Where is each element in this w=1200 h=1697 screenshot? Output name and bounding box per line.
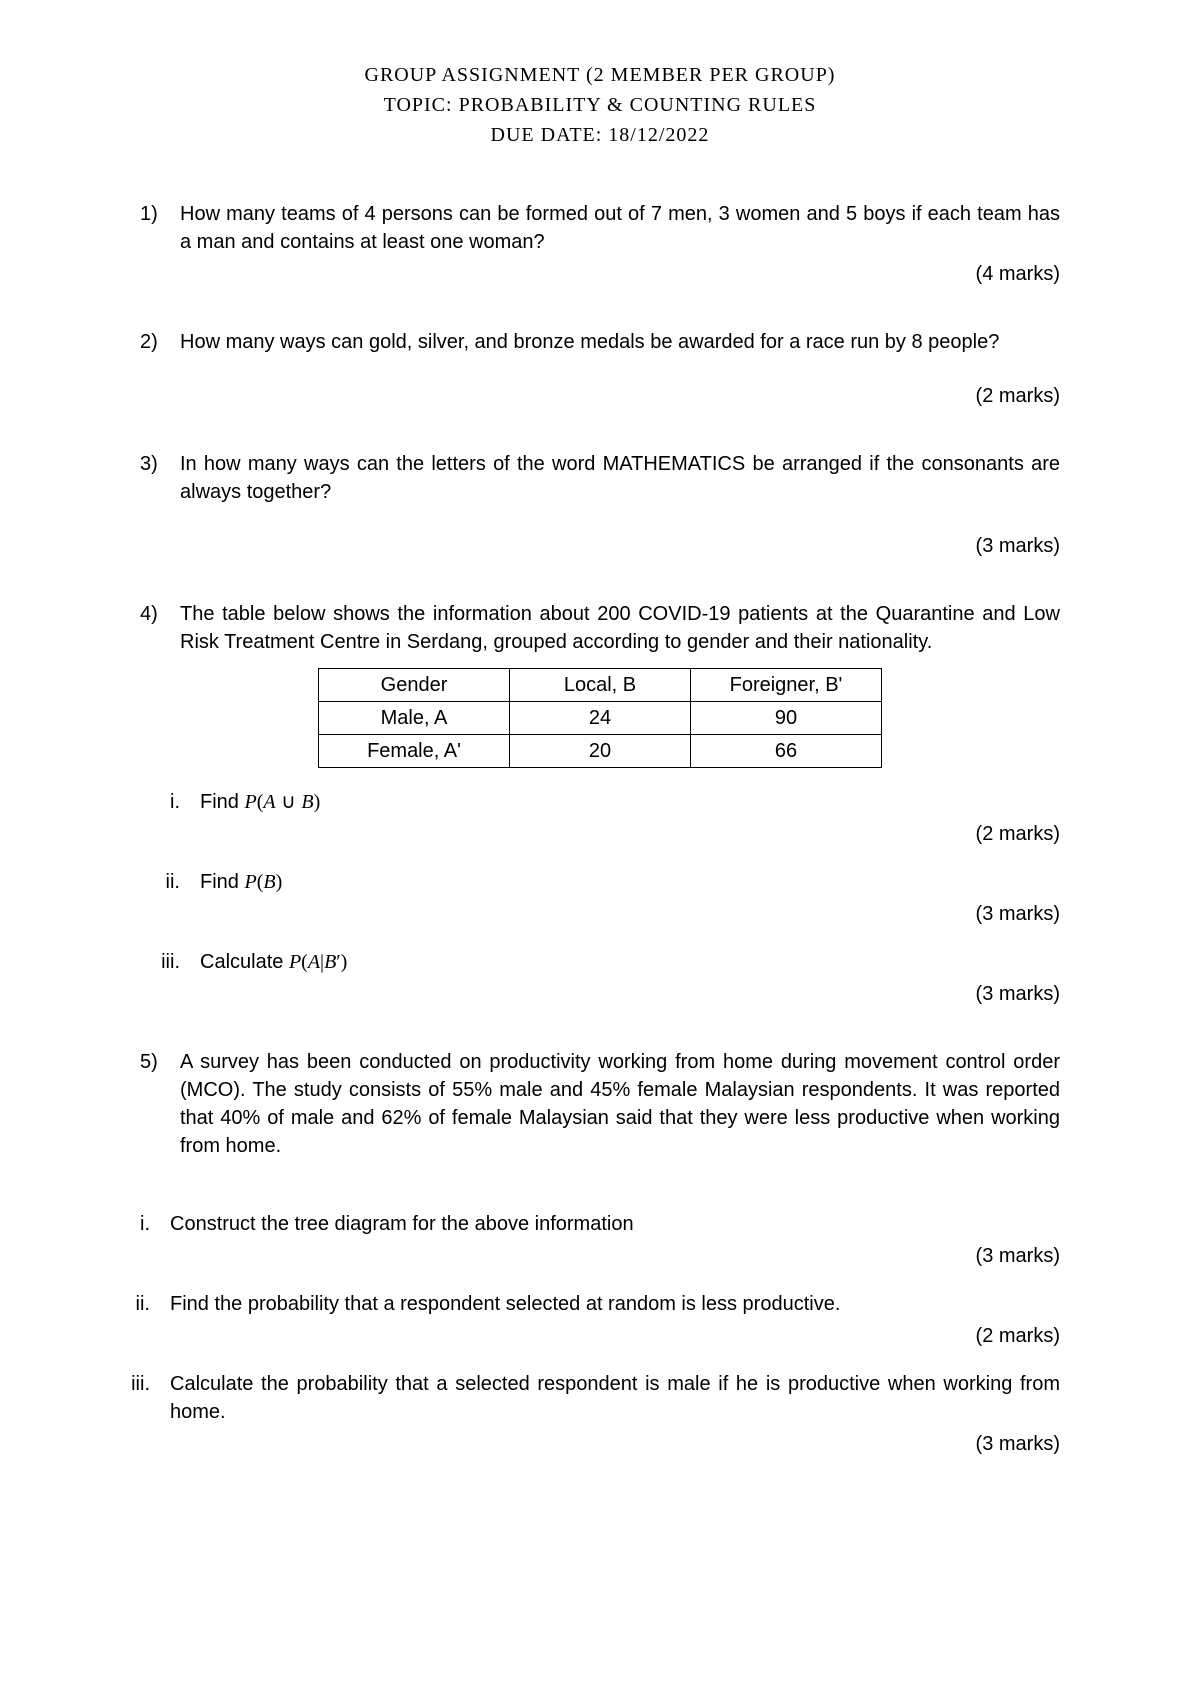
q5-i-num: i. [110,1210,170,1238]
q2-text: How many ways can gold, silver, and bron… [180,328,1060,356]
q5-ii-num: ii. [110,1290,170,1318]
q5-sub-i: i. Construct the tree diagram for the ab… [110,1210,1060,1238]
question-1: 1) How many teams of 4 persons can be fo… [140,200,1060,288]
q4-text: The table below shows the information ab… [180,600,1060,656]
q4-ii-body: Find P(B) [200,868,1060,896]
q4-sub-iii: iii. Calculate P(A|B′) [140,948,1060,976]
q4-r1c3: 90 [691,702,882,735]
q4-r1c2: 24 [510,702,691,735]
q1-text: How many teams of 4 persons can be forme… [180,200,1060,256]
q4-i-num: i. [140,788,200,816]
q3-number: 3) [140,450,180,478]
q4-sub-ii: ii. Find P(B) [140,868,1060,896]
q4-i-marks: (2 marks) [140,820,1060,848]
q4-th-gender: Gender [319,669,510,702]
q5-iii-marks: (3 marks) [140,1430,1060,1458]
q2-marks: (2 marks) [140,382,1060,410]
q4-r2c1: Female, A' [319,735,510,768]
q4-i-prefix: Find [200,791,244,813]
q5-iii-num: iii. [110,1370,170,1398]
q4-r2c2: 20 [510,735,691,768]
q3-marks: (3 marks) [140,532,1060,560]
q5-sub-ii: ii. Find the probability that a responde… [110,1290,1060,1318]
q4-iii-body: Calculate P(A|B′) [200,948,1060,976]
table-row: Male, A 24 90 [319,702,882,735]
assignment-page: GROUP ASSIGNMENT (2 MEMBER PER GROUP) TO… [0,0,1200,1697]
question-3: 3) In how many ways can the letters of t… [140,450,1060,560]
q4-iii-marks: (3 marks) [140,980,1060,1008]
q5-sub-iii: iii. Calculate the probability that a se… [110,1370,1060,1426]
table-row: Gender Local, B Foreigner, B' [319,669,882,702]
q4-ii-prefix: Find [200,871,244,893]
question-4: 4) The table below shows the information… [140,600,1060,1008]
header-line-1: GROUP ASSIGNMENT (2 MEMBER PER GROUP) [140,60,1060,90]
header-line-3: DUE DATE: 18/12/2022 [140,120,1060,150]
q4-i-body: Find P(A ∪ B) [200,788,1060,816]
q5-number: 5) [140,1048,180,1076]
q4-r2c3: 66 [691,735,882,768]
q4-ii-num: ii. [140,868,200,896]
question-5: 5) A survey has been conducted on produc… [140,1048,1060,1458]
q5-i-marks: (3 marks) [140,1242,1060,1270]
q4-sub-i: i. Find P(A ∪ B) [140,788,1060,816]
q1-number: 1) [140,200,180,228]
q4-ii-marks: (3 marks) [140,900,1060,928]
q5-ii-text: Find the probability that a respondent s… [170,1290,1060,1318]
q1-marks: (4 marks) [140,260,1060,288]
q5-i-text: Construct the tree diagram for the above… [170,1210,1060,1238]
q4-number: 4) [140,600,180,628]
q4-table: Gender Local, B Foreigner, B' Male, A 24… [318,668,882,768]
q4-th-foreigner: Foreigner, B' [691,669,882,702]
q4-iii-num: iii. [140,948,200,976]
q5-text: A survey has been conducted on productiv… [180,1048,1060,1160]
q4-iii-prefix: Calculate [200,951,289,973]
q3-text: In how many ways can the letters of the … [180,450,1060,506]
q4-r1c1: Male, A [319,702,510,735]
q4-th-local: Local, B [510,669,691,702]
q5-iii-text: Calculate the probability that a selecte… [170,1370,1060,1426]
header-line-2: TOPIC: PROBABILITY & COUNTING RULES [140,90,1060,120]
table-row: Female, A' 20 66 [319,735,882,768]
q2-number: 2) [140,328,180,356]
q5-ii-marks: (2 marks) [140,1322,1060,1350]
page-header: GROUP ASSIGNMENT (2 MEMBER PER GROUP) TO… [140,60,1060,150]
question-2: 2) How many ways can gold, silver, and b… [140,328,1060,410]
